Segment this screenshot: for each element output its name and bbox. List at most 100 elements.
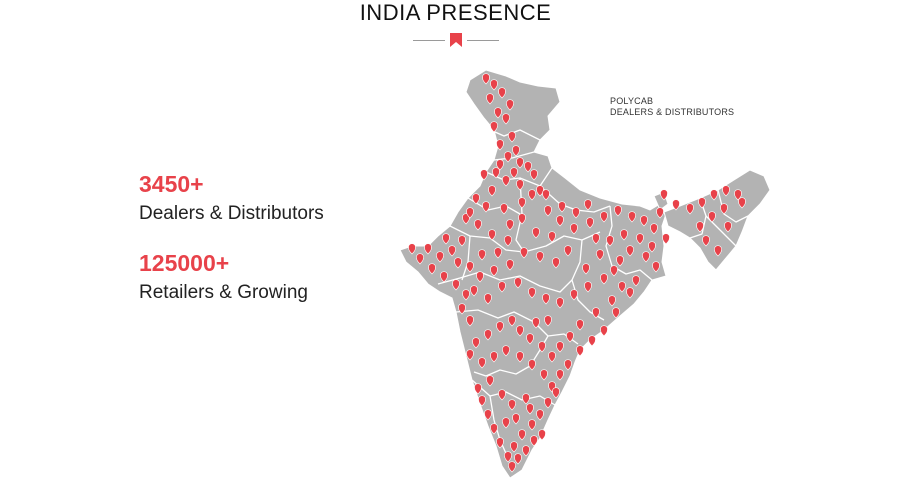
stat-dealers: 3450+ Dealers & Distributors xyxy=(139,170,324,227)
location-pin-icon xyxy=(512,413,520,425)
location-pin-icon xyxy=(502,417,510,429)
location-pin-icon xyxy=(522,393,530,405)
stats-panel: 3450+ Dealers & Distributors 125000+ Ret… xyxy=(139,170,324,328)
location-pin-icon xyxy=(524,161,532,173)
location-pin-icon xyxy=(498,389,506,401)
location-pin-icon xyxy=(490,265,498,277)
title-divider xyxy=(0,32,911,48)
location-pin-icon xyxy=(518,429,526,441)
location-pin-icon xyxy=(452,279,460,291)
location-pin-icon xyxy=(696,221,704,233)
location-pin-icon xyxy=(408,243,416,255)
location-pin-icon xyxy=(536,251,544,263)
location-pin-icon xyxy=(552,387,560,399)
location-pin-icon xyxy=(514,453,522,465)
location-pin-icon xyxy=(510,441,518,453)
location-pin-icon xyxy=(486,375,494,387)
location-pin-icon xyxy=(576,319,584,331)
location-pin-icon xyxy=(600,211,608,223)
location-pin-icon xyxy=(570,289,578,301)
location-pin-icon xyxy=(724,221,732,233)
location-pin-icon xyxy=(536,185,544,197)
location-pin-icon xyxy=(428,263,436,275)
location-pin-icon xyxy=(484,293,492,305)
location-pin-icon xyxy=(494,247,502,259)
location-pin-icon xyxy=(540,369,548,381)
location-pin-icon xyxy=(734,189,742,201)
location-pin-icon xyxy=(522,445,530,457)
location-pin-icon xyxy=(514,277,522,289)
location-pin-icon xyxy=(720,203,728,215)
location-pin-icon xyxy=(504,151,512,163)
location-pin-icon xyxy=(440,271,448,283)
location-pin-icon xyxy=(564,245,572,257)
location-pin-icon xyxy=(506,99,514,111)
location-pin-icon xyxy=(548,351,556,363)
location-pin-icon xyxy=(474,219,482,231)
location-pin-icon xyxy=(482,73,490,85)
location-pin-icon xyxy=(508,461,516,473)
location-pin-icon xyxy=(538,341,546,353)
location-pin-icon xyxy=(544,205,552,217)
india-map xyxy=(395,65,775,485)
location-pin-icon xyxy=(528,419,536,431)
location-pin-icon xyxy=(530,435,538,447)
location-pin-icon xyxy=(504,451,512,463)
location-pin-icon xyxy=(652,261,660,273)
location-pin-icon xyxy=(618,281,626,293)
location-pin-icon xyxy=(494,107,502,119)
location-pin-icon xyxy=(472,193,480,205)
location-pin-icon xyxy=(436,251,444,263)
location-pin-icon xyxy=(620,229,628,241)
location-pin-icon xyxy=(504,235,512,247)
location-pin-icon xyxy=(480,169,488,181)
location-pin-icon xyxy=(642,251,650,263)
location-pin-icon xyxy=(470,285,478,297)
location-pin-icon xyxy=(516,351,524,363)
stat-retailers: 125000+ Retailers & Growing xyxy=(139,249,324,306)
location-pin-icon xyxy=(518,197,526,209)
location-pin-icon xyxy=(496,437,504,449)
location-pin-icon xyxy=(484,409,492,421)
location-pin-icon xyxy=(478,357,486,369)
location-pin-icon xyxy=(686,203,694,215)
location-pin-icon xyxy=(458,235,466,247)
location-pin-icon xyxy=(508,131,516,143)
location-pin-icon xyxy=(516,179,524,191)
location-pin-icon xyxy=(614,205,622,217)
location-pin-icon xyxy=(502,175,510,187)
location-pin-icon xyxy=(458,303,466,315)
location-pin-icon xyxy=(538,429,546,441)
location-pin-icon xyxy=(606,235,614,247)
location-pin-icon xyxy=(528,287,536,299)
location-pin-icon xyxy=(508,315,516,327)
location-pin-icon xyxy=(466,315,474,327)
location-pin-icon xyxy=(518,213,526,225)
location-pin-icon xyxy=(592,233,600,245)
location-pin-icon xyxy=(556,341,564,353)
location-pin-icon xyxy=(490,351,498,363)
location-pin-icon xyxy=(608,295,616,307)
location-pin-icon xyxy=(498,87,506,99)
location-pin-icon xyxy=(600,325,608,337)
location-pin-icon xyxy=(600,273,608,285)
location-pin-icon xyxy=(714,245,722,257)
location-pin-icon xyxy=(566,331,574,343)
location-pin-icon xyxy=(500,203,508,215)
location-pin-icon xyxy=(520,247,528,259)
location-pin-icon xyxy=(536,409,544,421)
stat-retailers-label: Retailers & Growing xyxy=(139,282,308,303)
location-pin-icon xyxy=(544,397,552,409)
location-pin-icon xyxy=(596,249,604,261)
legend-line-2: DEALERS & DISTRIBUTORS xyxy=(610,107,735,117)
location-pin-icon xyxy=(490,423,498,435)
location-pin-icon xyxy=(656,207,664,219)
location-pin-icon xyxy=(462,289,470,301)
location-pin-icon xyxy=(616,255,624,267)
location-pin-icon xyxy=(496,321,504,333)
location-pin-icon xyxy=(508,399,516,411)
india-northeast-shape xyxy=(663,169,771,271)
location-pin-icon xyxy=(502,113,510,125)
location-pin-icon xyxy=(738,197,746,209)
location-pin-icon xyxy=(556,297,564,309)
